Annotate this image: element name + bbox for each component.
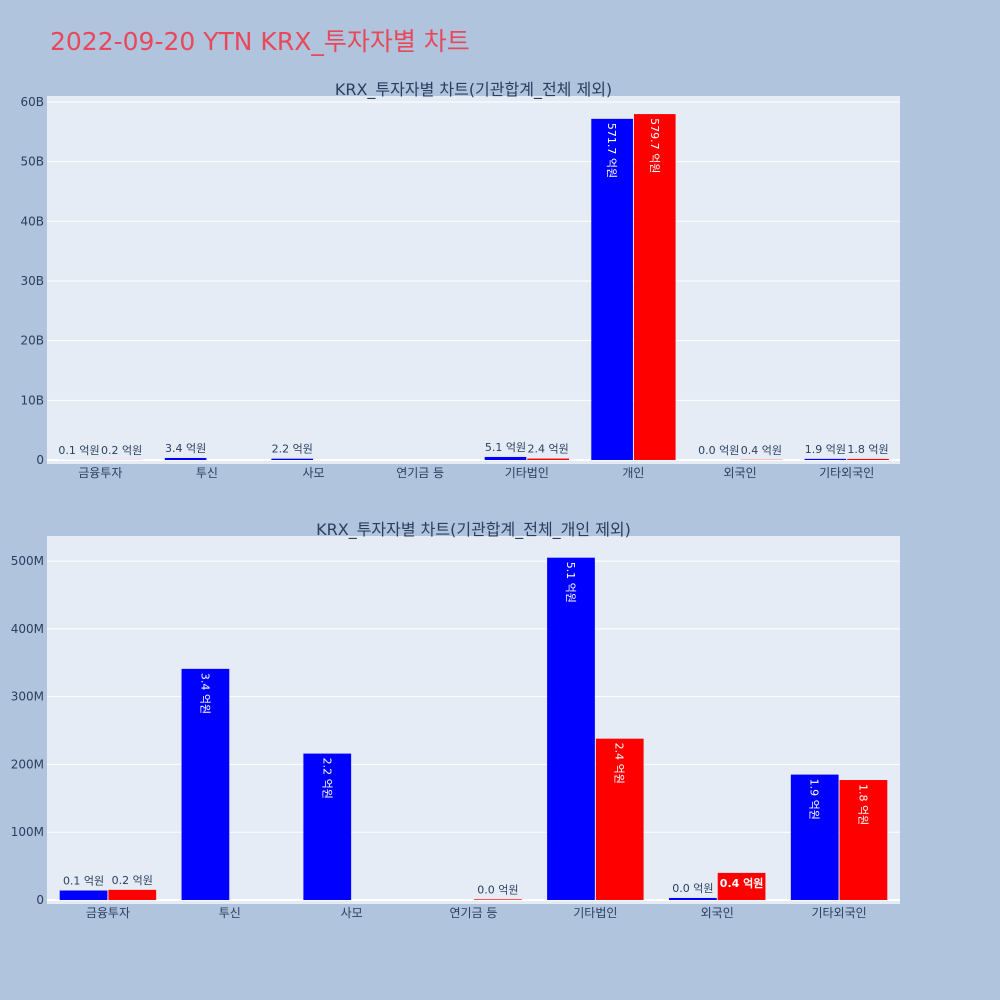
y-tick-label: 60B: [20, 95, 44, 109]
y-tick-label: 0: [36, 893, 44, 907]
bar-series-1: [181, 668, 230, 900]
data-label: 2.2 억원: [320, 758, 333, 799]
bar-series-1: [271, 458, 314, 460]
y-tick-label: 300M: [11, 690, 44, 704]
x-tick-label: 금융투자: [86, 906, 130, 920]
y-tick-label: 10B: [20, 393, 44, 407]
y-tick-label: 50B: [20, 155, 44, 169]
data-label: 3.4 억원: [165, 442, 206, 455]
bar-series-1: [547, 557, 595, 900]
bar-series-2: [839, 780, 888, 900]
bar-series-1: [303, 753, 352, 900]
x-tick-label: 기타외국인: [811, 906, 866, 920]
page-title: 2022-09-20 YTN KRX_투자자별 차트: [50, 27, 470, 56]
data-label: 0.2 억원: [112, 874, 153, 887]
x-tick-label: 기타외국인: [819, 466, 874, 480]
data-label: 0.1 억원: [58, 444, 99, 457]
x-tick-label: 투신: [219, 906, 241, 920]
y-tick-label: 500M: [11, 554, 44, 568]
chart-2: 0 100M 200M 300M 400M 500M KRX_투자자별 차트(기관합계_전체…: [11, 520, 900, 920]
y-tick-label: 100M: [11, 825, 44, 839]
x-tick-label: 외국인: [701, 906, 734, 920]
plot-background: [47, 536, 900, 904]
data-label: 0.4 억원: [720, 876, 764, 890]
data-label: 0.4 억원: [741, 444, 782, 457]
x-tick-label: 연기금 등: [450, 906, 498, 920]
y-tick-label: 20B: [20, 334, 44, 348]
chart-title: KRX_투자자별 차트(기관합계_전체 제외): [335, 80, 612, 100]
bar-series-1: [484, 456, 527, 460]
y-tick-label: 200M: [11, 757, 44, 771]
bar-series-1: [591, 118, 633, 460]
bar-series-2: [595, 738, 644, 900]
x-tick-label: 사모: [341, 906, 363, 920]
data-label: 0.0 억원: [672, 882, 713, 895]
data-label: 3.4 억원: [198, 673, 211, 714]
x-tick-label: 개인: [622, 466, 644, 480]
data-label: 1.9 억원: [805, 443, 846, 456]
bar-series-1: [59, 890, 108, 900]
data-label: 571.7 억원: [605, 123, 618, 178]
x-tick-label: 금융투자: [78, 466, 122, 480]
data-label: 0.0 억원: [698, 444, 739, 457]
data-label: 2.2 억원: [272, 443, 313, 456]
x-tick-label: 투신: [196, 466, 218, 480]
x-tick-label: 사모: [303, 466, 325, 480]
bar-series-1: [164, 457, 207, 460]
y-tick-label: 30B: [20, 274, 44, 288]
chart-1: 0 10B 20B 30B 40B 50B 60B KRX_투자자별 차트(기관합계_전체 제…: [20, 80, 900, 480]
data-label: 579.7 억원: [648, 118, 661, 173]
x-tick-label: 기타법인: [505, 466, 549, 480]
data-label: 5.1 억원: [564, 562, 577, 603]
bar-series-2: [108, 889, 157, 900]
data-label: 0.2 억원: [101, 444, 142, 457]
data-label: 2.4 억원: [528, 443, 569, 456]
y-tick-label: 400M: [11, 622, 44, 636]
x-tick-label: 외국인: [724, 466, 757, 480]
bar-series-2: [474, 899, 522, 900]
data-label: 0.1 억원: [63, 875, 104, 888]
data-label: 5.1 억원: [485, 441, 526, 454]
data-label: 1.9 억원: [808, 779, 821, 820]
bar-series-2: [717, 872, 766, 900]
data-label: 2.4 억원: [613, 743, 626, 784]
y-tick-label: 0: [36, 453, 44, 467]
bar-series-2: [633, 114, 676, 460]
bar-series-1: [804, 458, 847, 460]
data-label: 1.8 억원: [856, 784, 869, 825]
x-tick-label: 연기금 등: [396, 466, 444, 480]
bar-series-2: [527, 458, 569, 460]
data-label: 1.8 억원: [847, 443, 888, 456]
bar-series-1: [790, 774, 839, 900]
x-tick-label: 기타법인: [573, 906, 617, 920]
y-tick-label: 40B: [20, 214, 44, 228]
plot-background: [47, 96, 900, 464]
bar-series-2: [847, 458, 889, 460]
data-label: 0.0 억원: [477, 883, 518, 896]
chart-title: KRX_투자자별 차트(기관합계_전체_개인 제외): [316, 520, 631, 540]
bar-series-1: [668, 897, 717, 900]
